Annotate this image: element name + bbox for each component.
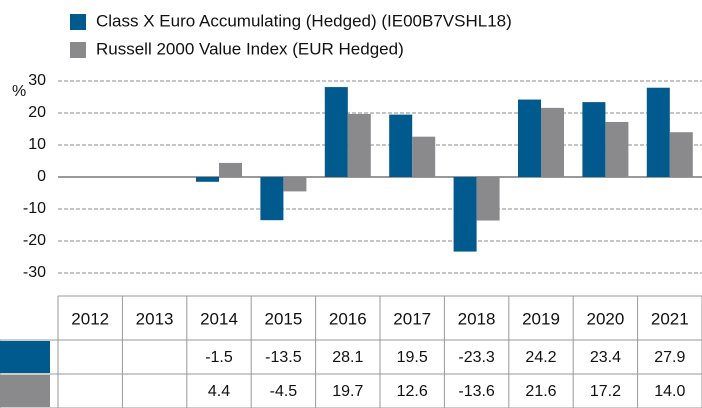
y-tick-label: -10: [23, 200, 46, 217]
table-value: 23.4: [590, 349, 621, 366]
bar: [476, 177, 500, 221]
table-value: 24.2: [525, 349, 556, 366]
bar: [389, 114, 413, 177]
x-tick-label: 2017: [393, 309, 431, 328]
bar: [518, 99, 541, 177]
table-value: 19.7: [332, 383, 363, 400]
x-tick-label: 2020: [586, 309, 624, 328]
y-axis-label: %: [12, 83, 26, 100]
table-value: -1.5: [205, 349, 233, 366]
y-tick-label: -20: [23, 232, 46, 249]
row-swatch: [0, 375, 50, 407]
bar: [219, 162, 242, 177]
bar: [347, 113, 371, 177]
table-value: -4.5: [270, 383, 298, 400]
x-tick-label: 2021: [651, 309, 689, 328]
bar: [283, 177, 307, 192]
bar: [260, 177, 284, 221]
x-tick-label: 2015: [264, 309, 302, 328]
bar: [324, 87, 348, 177]
x-tick-label: 2019: [522, 309, 560, 328]
table-value: 4.4: [208, 383, 230, 400]
bar: [605, 121, 629, 177]
x-tick-label: 2014: [200, 309, 238, 328]
legend-swatch: [70, 14, 86, 30]
table-value: 14.0: [654, 383, 685, 400]
table-value: 17.2: [590, 383, 621, 400]
x-tick-label: 2016: [329, 309, 367, 328]
x-tick-label: 2012: [71, 309, 109, 328]
table-value: 28.1: [332, 349, 363, 366]
bar: [646, 87, 670, 177]
legend-label: Russell 2000 Value Index (EUR Hedged): [96, 39, 404, 58]
bar: [541, 107, 564, 177]
bar: [669, 132, 693, 177]
y-tick-label: -30: [23, 264, 46, 281]
table-value: 21.6: [525, 383, 556, 400]
bar: [196, 177, 219, 182]
y-tick-label: 30: [28, 72, 46, 89]
table-value: -13.6: [458, 383, 495, 400]
bar: [412, 136, 436, 177]
y-tick-label: 10: [28, 136, 46, 153]
bar: [582, 102, 606, 177]
table-value: 27.9: [654, 349, 685, 366]
table-value: 19.5: [397, 349, 428, 366]
table-value: 12.6: [397, 383, 428, 400]
legend-label: Class X Euro Accumulating (Hedged) (IE00…: [96, 11, 512, 30]
y-tick-label: 20: [28, 104, 46, 121]
row-swatch: [0, 341, 50, 373]
x-tick-label: 2013: [136, 309, 174, 328]
table-value: -13.5: [265, 349, 302, 366]
x-tick-label: 2018: [458, 309, 496, 328]
table-value: -23.3: [458, 349, 495, 366]
y-tick-label: 0: [37, 168, 46, 185]
legend-swatch: [70, 42, 86, 58]
bar: [453, 177, 477, 252]
